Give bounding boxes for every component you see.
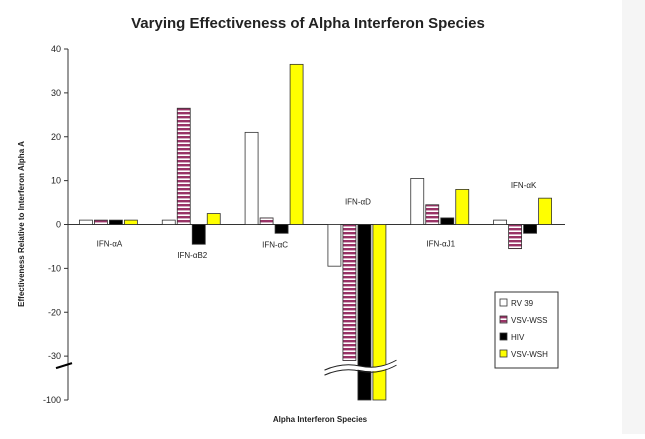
bar [109,219,123,225]
bar [79,219,93,225]
bar-break-line [324,364,397,376]
legend-swatch [499,315,508,324]
bar [274,224,289,234]
bar [94,219,108,225]
bar [493,219,507,225]
category-label: IFN-αA [97,240,123,249]
chart-title: Varying Effectiveness of Alpha Interfero… [131,15,485,32]
bar [259,217,274,225]
bar [244,131,259,225]
plot-area: 40 30 20 10 0 -10 -20 -30 -100 IFN-αA IFN-αB2 IFN-α… [43,44,565,405]
category-label: IFN-αK [511,181,537,190]
bar [372,224,387,401]
y-tick-label: -30 [48,351,61,361]
y-tick-label: -20 [48,307,61,317]
category-label: IFN-αD [345,198,371,207]
bar-break-line [324,359,397,371]
legend-swatch [499,349,508,358]
bar [425,204,440,225]
bar [440,217,455,225]
bar [455,188,470,225]
legend-label: HIV [511,333,525,342]
bar [357,224,372,401]
y-tick-label: 30 [51,88,61,98]
y-tick-label: -100 [43,395,61,405]
x-axis-label: Alpha Interferon Species [273,415,368,424]
legend-swatch [499,332,508,341]
bar [176,107,191,225]
bar [523,224,537,234]
axis-break-mark [55,362,73,370]
bar [124,219,138,225]
legend-swatch [499,298,508,307]
category-label: IFN-αJ1 [426,240,455,249]
bar [342,224,357,361]
y-tick-label: 0 [56,220,61,230]
legend-label: VSV-WSH [511,350,548,359]
legend-label: RV 39 [511,299,534,308]
category-label: IFN-αB2 [177,251,208,260]
y-tick-label: 40 [51,44,61,54]
bar [327,224,342,267]
legend-label: VSV-WSS [511,316,547,325]
right-margin-strip [622,0,645,434]
legend: RV 39 VSV-WSS HIV VSV-WSH [494,291,559,369]
y-axis-label: Effectiveness Relative to Interferon Alp… [17,141,26,307]
bar [206,213,221,225]
y-tick-label: 10 [51,176,61,186]
bar [191,224,206,245]
bar [410,178,425,225]
category-label: IFN-αC [262,240,288,249]
bar [161,219,176,225]
y-tick-label: -10 [48,263,61,273]
bar [508,224,522,250]
bar-break-gap [323,360,398,374]
bar [538,197,552,225]
bar [289,63,304,225]
y-tick-label: 20 [51,132,61,142]
